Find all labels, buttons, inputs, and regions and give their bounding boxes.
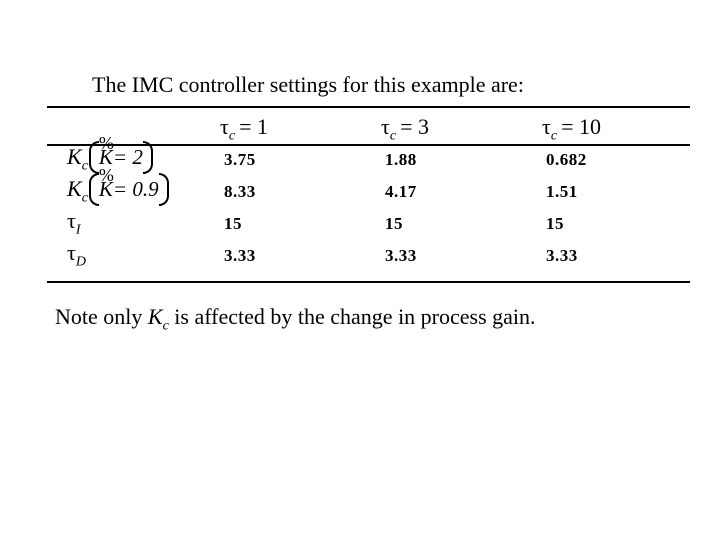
note-text: is affected by the change in process gai…	[168, 304, 536, 329]
header-rest: = 10	[561, 114, 601, 139]
cell-value: 3.33	[224, 246, 256, 265]
header-subscript: c	[389, 128, 397, 144]
note-symbol: K	[147, 304, 163, 329]
label-mark: %	[98, 133, 114, 153]
note-subscript: c	[162, 318, 169, 334]
label-subscript: c	[81, 158, 88, 174]
label-mark: %	[98, 165, 114, 185]
header-symbol: τ	[542, 114, 551, 139]
cell-value: 15	[546, 214, 564, 233]
title: The IMC controller settings for this exa…	[92, 72, 524, 97]
cell-value: 4.17	[385, 182, 417, 201]
cell-value: 3.33	[546, 246, 578, 265]
row-label: τD	[67, 240, 86, 270]
label-argument: K= 0.9	[98, 177, 159, 201]
cell-value: 1.88	[385, 150, 417, 169]
cell-value: 0.682	[546, 150, 587, 169]
row-label: Kc% K= 0.9	[67, 165, 169, 206]
header-subscript: c	[550, 128, 558, 144]
cell-value: 15	[224, 214, 242, 233]
cell-value: 15	[385, 214, 403, 233]
column-header: τc = 3	[381, 114, 429, 144]
label-argument-group: % K= 0.9	[88, 165, 169, 206]
label-subscript: I	[75, 222, 81, 238]
cell-value: 3.75	[224, 150, 256, 169]
header-rest: = 1	[239, 114, 268, 139]
row-label: τI	[67, 208, 81, 238]
label-symbol: K	[67, 176, 82, 201]
table-top-rule	[47, 106, 690, 108]
header-rest: = 3	[400, 114, 429, 139]
label-subscript: c	[81, 190, 88, 206]
cell-value: 3.33	[385, 246, 417, 265]
header-rule	[47, 144, 690, 146]
header-symbol: τ	[220, 114, 229, 139]
note-text: Note only	[55, 304, 148, 329]
cell-value: 8.33	[224, 182, 256, 201]
header-subscript: c	[228, 128, 236, 144]
header-symbol: τ	[381, 114, 390, 139]
label-argument: K= 2	[98, 145, 143, 169]
label-symbol: K	[67, 144, 82, 169]
column-header: τc = 10	[542, 114, 601, 144]
label-symbol: τ	[67, 240, 76, 265]
label-subscript: D	[75, 254, 86, 270]
column-header: τc = 1	[220, 114, 268, 144]
note: Note only Kc is affected by the change i…	[55, 304, 536, 334]
cell-value: 1.51	[546, 182, 578, 201]
label-symbol: τ	[67, 208, 76, 233]
table-bottom-rule	[47, 281, 690, 283]
